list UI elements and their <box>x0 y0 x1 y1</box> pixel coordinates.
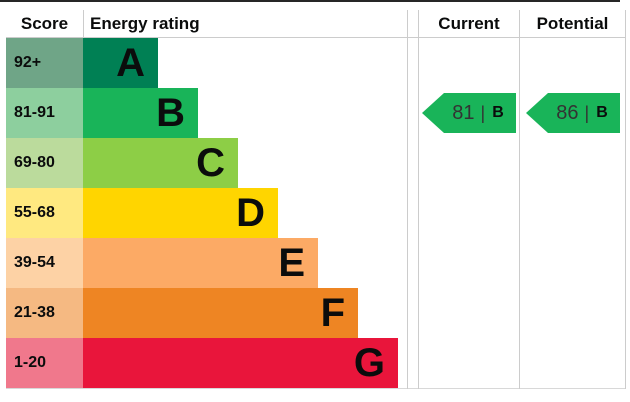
current-column-right-border <box>519 10 520 389</box>
band-letter: G <box>353 341 385 385</box>
band-row: 81-91 B <box>6 88 198 138</box>
band-row: 55-68 D <box>6 188 278 238</box>
current-band-letter: B <box>492 104 504 121</box>
band-score-range: 69-80 <box>6 138 83 188</box>
band-bar: E <box>83 238 318 288</box>
potential-column-right-border <box>625 10 626 389</box>
chart-right-border <box>407 10 408 389</box>
band-row: 39-54 E <box>6 238 318 288</box>
header-underline <box>6 37 626 38</box>
band-bar: G <box>83 338 398 388</box>
band-letter: E <box>278 241 305 285</box>
band-row: 92+ A <box>6 38 158 88</box>
band-row: 21-38 F <box>6 288 358 338</box>
pipe-separator: | <box>480 102 486 123</box>
band-score-range: 81-91 <box>6 88 83 138</box>
band-score-range: 92+ <box>6 38 83 88</box>
potential-rating-arrow: 86 | B <box>526 93 620 133</box>
band-letter: A <box>116 41 145 85</box>
band-score-range: 55-68 <box>6 188 83 238</box>
band-bar: B <box>83 88 198 138</box>
potential-rating-value: 86 | B <box>544 93 620 133</box>
bottom-border <box>6 388 626 389</box>
energy-rating-header: Energy rating <box>90 14 200 33</box>
current-rating-arrow: 81 | B <box>422 93 516 133</box>
band-letter: C <box>196 141 225 185</box>
potential-arrow-shape <box>526 93 620 133</box>
current-header: Current <box>438 14 500 33</box>
band-score-range: 21-38 <box>6 288 83 338</box>
band-bar: D <box>83 188 278 238</box>
band-letter: F <box>320 291 345 335</box>
potential-score: 86 <box>556 101 579 124</box>
top-border <box>0 0 620 2</box>
potential-band-letter: B <box>596 104 608 121</box>
pipe-separator: | <box>584 102 590 123</box>
band-bar: C <box>83 138 238 188</box>
current-column-left-border <box>418 10 419 389</box>
band-score-range: 39-54 <box>6 238 83 288</box>
band-score-range: 1-20 <box>6 338 83 388</box>
potential-header: Potential <box>536 14 609 33</box>
band-letter: B <box>156 91 185 135</box>
current-score: 81 <box>452 101 475 124</box>
band-bar: A <box>83 38 158 88</box>
band-letter: D <box>236 191 265 235</box>
band-row: 1-20 G <box>6 338 398 388</box>
score-header: Score <box>20 14 69 33</box>
score-column-divider <box>83 10 84 37</box>
band-bar: F <box>83 288 358 338</box>
current-rating-value: 81 | B <box>440 93 516 133</box>
band-row: 69-80 C <box>6 138 238 188</box>
current-arrow-shape <box>422 93 516 133</box>
